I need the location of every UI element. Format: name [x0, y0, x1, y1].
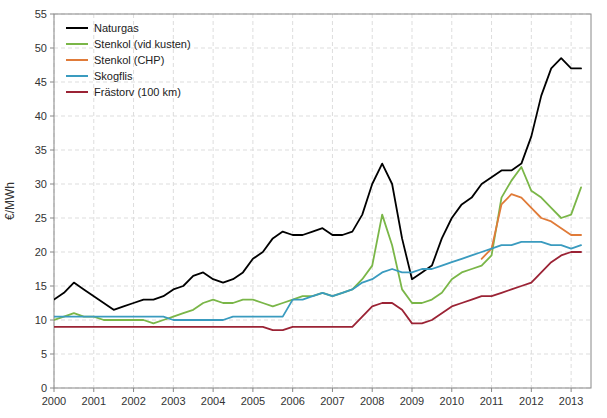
legend-swatch: [66, 75, 88, 77]
grid-line: [292, 14, 293, 388]
legend-swatch: [66, 43, 88, 45]
tick-label: 0: [41, 382, 47, 394]
grid-line: [54, 218, 591, 219]
legend-label: Frästorv (100 km): [94, 86, 181, 98]
tick: [491, 388, 492, 392]
tick-label: 45: [35, 76, 47, 88]
tick: [50, 218, 54, 219]
tick: [50, 184, 54, 185]
tick: [372, 388, 373, 392]
tick-label: 30: [35, 178, 47, 190]
tick: [412, 388, 413, 392]
tick-label: 2000: [42, 395, 66, 407]
legend: Naturgas Stenkol (vid kusten) Stenkol (CHP…: [66, 22, 191, 98]
grid-line: [54, 286, 591, 287]
tick: [50, 320, 54, 321]
axis-label: €/MWh: [3, 182, 17, 220]
legend-label: Stenkol (CHP): [94, 54, 164, 66]
grid-line: [571, 14, 572, 388]
legend-swatch: [66, 91, 88, 93]
tick: [50, 116, 54, 117]
tick-label: 20: [35, 246, 47, 258]
tick-label: 40: [35, 110, 47, 122]
tick-label: 2013: [559, 395, 583, 407]
tick: [50, 252, 54, 253]
tick-label: 2007: [320, 395, 344, 407]
grid-line: [54, 252, 591, 253]
grid-line: [54, 116, 591, 117]
legend-label: Skogflis: [94, 70, 133, 82]
tick: [292, 388, 293, 392]
series-line: [54, 167, 581, 323]
tick: [332, 388, 333, 392]
tick: [50, 48, 54, 49]
tick: [50, 388, 54, 389]
grid-line: [252, 14, 253, 388]
grid-line: [531, 14, 532, 388]
tick: [531, 388, 532, 392]
tick: [50, 14, 54, 15]
tick-label: 50: [35, 42, 47, 54]
tick-label: 2008: [360, 395, 384, 407]
tick: [451, 388, 452, 392]
grid-line: [213, 14, 214, 388]
tick-label: 10: [35, 314, 47, 326]
tick-label: 2009: [400, 395, 424, 407]
tick-label: 25: [35, 212, 47, 224]
tick: [50, 354, 54, 355]
grid-line: [412, 14, 413, 388]
legend-swatch: [66, 59, 88, 61]
series-line: [54, 242, 581, 320]
plot-frame: [54, 14, 591, 388]
tick-label: 2012: [519, 395, 543, 407]
grid: [54, 14, 591, 388]
tick: [93, 388, 94, 392]
tick: [50, 82, 54, 83]
tick-label: 2002: [121, 395, 145, 407]
series-line: [54, 252, 581, 330]
tick-label: 2004: [201, 395, 225, 407]
tick-label: 2011: [480, 395, 504, 407]
tick-label: 2005: [241, 395, 265, 407]
grid-line: [491, 14, 492, 388]
axes: 0 5 10 15 20 25 30 35 40 45 50 55 2000 2001 2002 2003 20…: [35, 8, 584, 407]
tick: [133, 388, 134, 392]
series-line: [54, 58, 581, 310]
tick-label: 2003: [161, 395, 185, 407]
tick: [54, 388, 55, 392]
grid-line: [372, 14, 373, 388]
tick: [50, 150, 54, 151]
tick-label: 2001: [82, 395, 106, 407]
grid-line: [54, 150, 591, 151]
tick-label: 35: [35, 144, 47, 156]
tick-label: 5: [41, 348, 47, 360]
tick-label: 15: [35, 280, 47, 292]
tick: [252, 388, 253, 392]
chart: 0 5 10 15 20 25 30 35 40 45 50 55 2000 2001 2002 2003 20…: [0, 0, 607, 418]
tick-label: 2010: [440, 395, 464, 407]
grid-line: [173, 14, 174, 388]
tick: [571, 388, 572, 392]
lines: [54, 58, 581, 330]
series-line: [482, 194, 581, 259]
grid-line: [451, 14, 452, 388]
legend-label: Stenkol (vid kusten): [94, 38, 191, 50]
tick-label: 55: [35, 8, 47, 20]
grid-line: [54, 354, 591, 355]
grid-line: [133, 14, 134, 388]
tick: [213, 388, 214, 392]
tick-label: 2006: [280, 395, 304, 407]
grid-line: [54, 82, 591, 83]
grid-line: [332, 14, 333, 388]
legend-label: Naturgas: [94, 22, 139, 34]
tick: [50, 286, 54, 287]
legend-swatch: [66, 27, 88, 29]
tick: [173, 388, 174, 392]
